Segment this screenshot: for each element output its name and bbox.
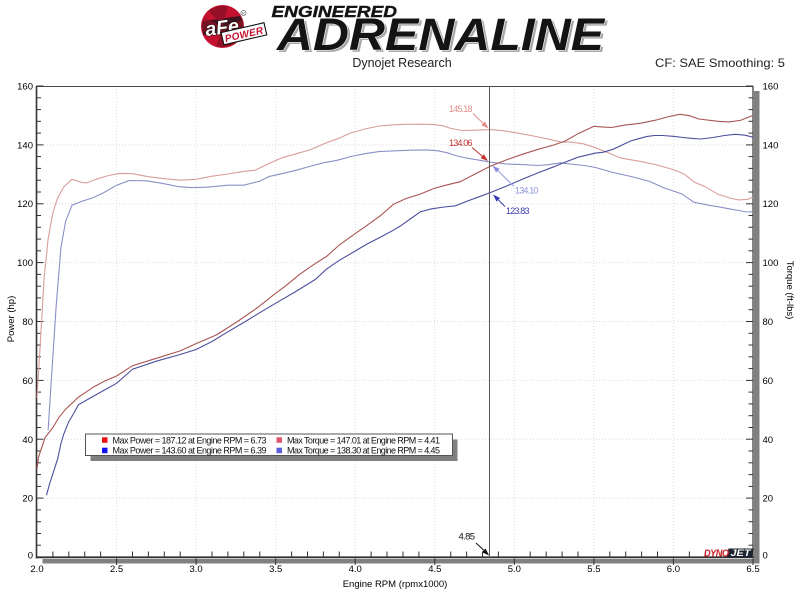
svg-text:6.0: 6.0 <box>667 564 680 575</box>
svg-text:80: 80 <box>22 317 33 328</box>
svg-text:Engine RPM (rpmx1000): Engine RPM (rpmx1000) <box>343 579 448 590</box>
svg-text:4.85: 4.85 <box>459 532 476 543</box>
svg-text:Power (hp): Power (hp) <box>6 296 17 342</box>
svg-text:40: 40 <box>22 435 33 446</box>
svg-text:120: 120 <box>763 199 779 210</box>
svg-text:ADRENALINE: ADRENALINE <box>276 9 606 60</box>
svg-text:6.5: 6.5 <box>746 564 759 575</box>
svg-text:140: 140 <box>763 140 779 151</box>
svg-text:ENGINEERED: ENGINEERED <box>272 4 398 21</box>
svg-text:0: 0 <box>28 551 33 562</box>
svg-text:80: 80 <box>763 317 774 328</box>
svg-text:Dynojet Research: Dynojet Research <box>352 56 451 70</box>
svg-text:160: 160 <box>763 82 779 93</box>
svg-text:40: 40 <box>763 435 774 446</box>
svg-text:123.83: 123.83 <box>506 206 530 216</box>
svg-text:Max Power = 187.12 at Engine R: Max Power = 187.12 at Engine RPM = 6.73 <box>113 435 267 445</box>
svg-text:3.0: 3.0 <box>189 564 202 575</box>
svg-text:Max Power = 143.60 at Engine R: Max Power = 143.60 at Engine RPM = 6.39 <box>113 446 267 456</box>
svg-text:Max Torque = 147.01 at Engine: Max Torque = 147.01 at Engine RPM = 4.41 <box>287 435 440 445</box>
svg-text:R: R <box>242 11 245 16</box>
svg-text:2.5: 2.5 <box>110 564 123 575</box>
svg-text:20: 20 <box>763 494 774 505</box>
svg-text:60: 60 <box>22 376 33 387</box>
svg-text:JET: JET <box>731 548 753 558</box>
svg-text:134.10: 134.10 <box>515 186 539 196</box>
svg-text:DYNO: DYNO <box>704 548 729 560</box>
svg-text:100: 100 <box>17 258 33 269</box>
svg-text:60: 60 <box>763 376 774 387</box>
svg-text:0: 0 <box>763 551 768 562</box>
svg-text:ADRENALINE: ADRENALINE <box>278 11 608 62</box>
svg-text:Max Torque = 138.30 at Engine: Max Torque = 138.30 at Engine RPM = 4.45 <box>287 446 440 456</box>
svg-text:134.06: 134.06 <box>449 138 473 148</box>
svg-text:120: 120 <box>17 199 33 210</box>
svg-text:4.0: 4.0 <box>349 564 362 575</box>
svg-text:100: 100 <box>763 258 779 269</box>
svg-text:20: 20 <box>22 494 33 505</box>
svg-text:5.5: 5.5 <box>587 564 600 575</box>
svg-text:160: 160 <box>17 82 33 93</box>
svg-text:Torque (ft-lbs): Torque (ft-lbs) <box>784 261 795 320</box>
svg-text:CF: SAE Smoothing: 5: CF: SAE Smoothing: 5 <box>655 56 785 70</box>
svg-text:4.5: 4.5 <box>428 564 441 575</box>
svg-text:145.18: 145.18 <box>449 104 473 114</box>
svg-text:3.5: 3.5 <box>269 564 282 575</box>
svg-text:2.0: 2.0 <box>30 564 43 575</box>
svg-text:140: 140 <box>17 140 33 151</box>
svg-text:5.0: 5.0 <box>508 564 521 575</box>
